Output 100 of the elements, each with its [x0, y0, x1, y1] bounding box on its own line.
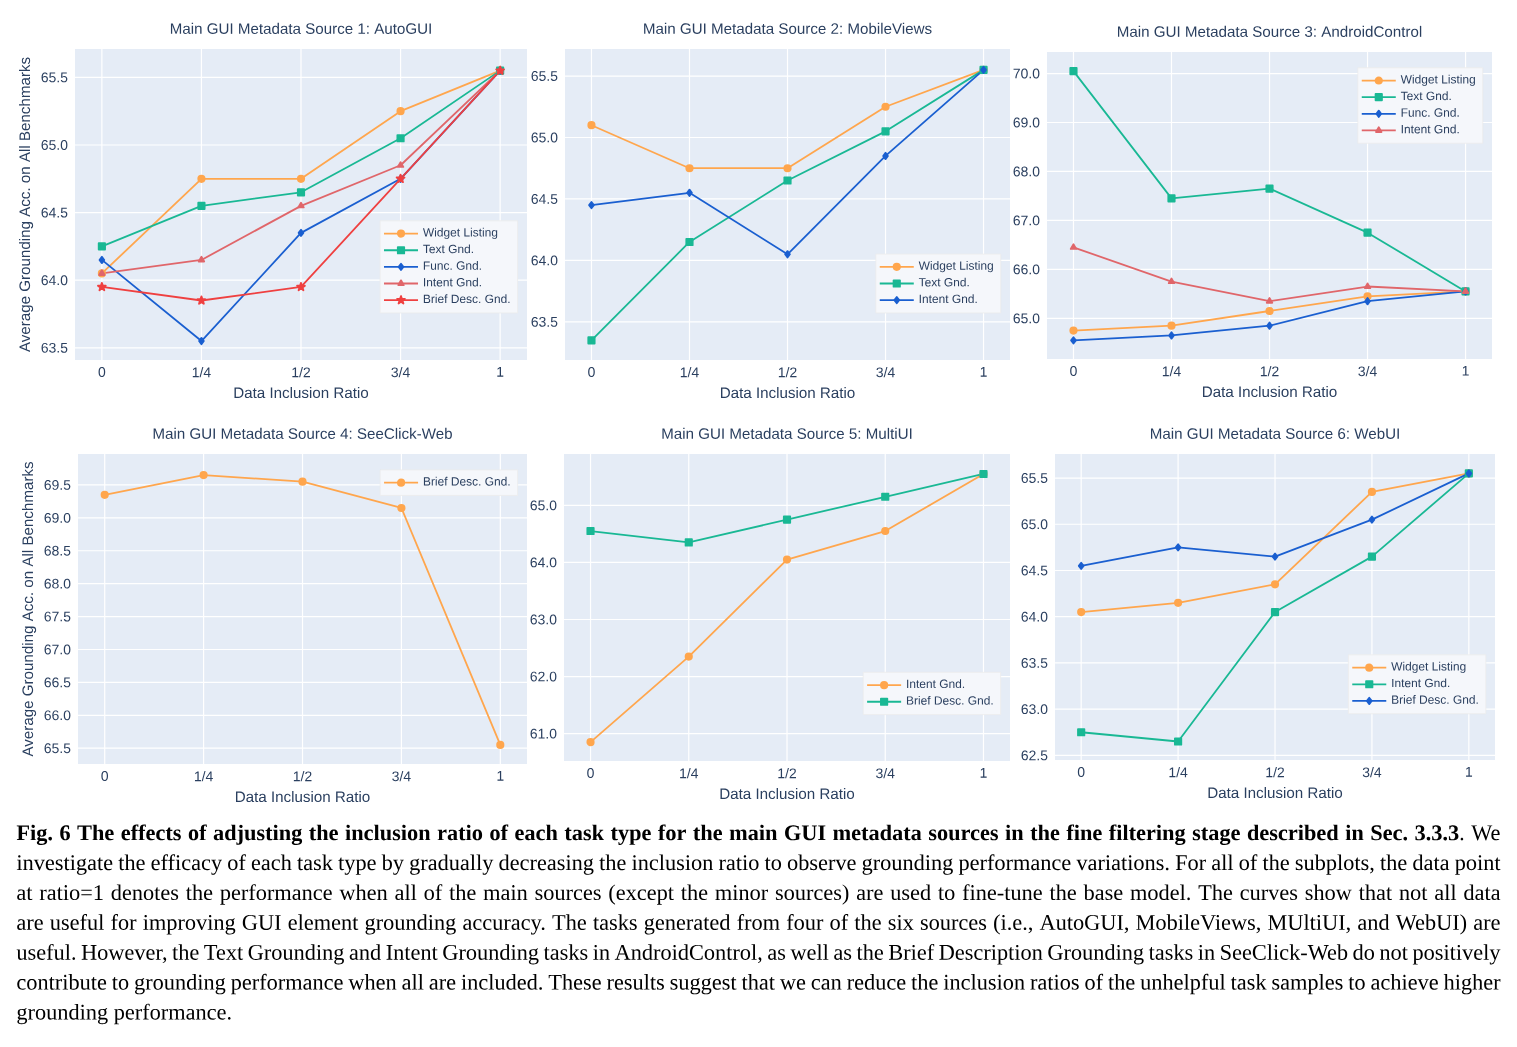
x-tick-label: 1 — [1466, 767, 1473, 777]
y-tick-label: 65.5 — [531, 71, 558, 81]
y-tick-label: 66.0 — [44, 710, 71, 721]
y-tick-label: 65.0 — [531, 132, 558, 143]
y-tick-label: 65.5 — [1021, 473, 1048, 483]
y-tick-label: 64.0 — [531, 255, 558, 266]
y-tick-label: 66.0 — [1013, 264, 1040, 275]
x-axis-title: Data Inclusion Ratio — [1208, 786, 1343, 799]
x-tick-label: 1/4 — [1169, 767, 1188, 778]
y-tick-label: 65.5 — [44, 743, 71, 754]
chart-title: Main GUI Metadata Source 1: AutoGUI — [170, 22, 431, 34]
x-tick-label: 3/4 — [876, 768, 895, 779]
y-tick-label: 65.5 — [41, 72, 68, 83]
y-tick-label: 65.0 — [1021, 519, 1048, 530]
legend-label: Widget Listing — [918, 261, 993, 273]
y-tick-label: 68.5 — [44, 545, 71, 556]
y-tick-label: 64.5 — [531, 194, 558, 204]
x-tick-label: 1/2 — [292, 367, 310, 378]
x-tick-label: 1 — [1462, 366, 1469, 376]
chart-title: Main GUI Metadata Source 2: MobileViews — [644, 22, 932, 34]
legend-label: Text Gnd. — [423, 244, 473, 254]
y-tick-label: 69.0 — [44, 512, 71, 523]
x-tick-label: 0 — [101, 771, 109, 781]
chart-title: Main GUI Metadata Source 4: SeeClick-Web — [153, 427, 452, 439]
x-tick-label: 1 — [980, 367, 987, 377]
x-tick-label: 3/4 — [1362, 767, 1382, 778]
x-tick-label: 3/4 — [1358, 366, 1377, 377]
legend-label: Widget Listing — [422, 227, 498, 239]
y-tick-label: 63.5 — [41, 342, 68, 353]
x-tick-label: 0 — [1070, 366, 1077, 376]
y-tick-label: 67.5 — [44, 611, 71, 622]
x-tick-label: 3/4 — [392, 771, 411, 782]
x-axis-title: Data Inclusion Ratio — [721, 386, 855, 399]
legend-label: Brief Desc. Gnd. — [423, 294, 510, 304]
y-tick-label: 68.0 — [44, 578, 71, 589]
legend-label: Intent Gnd. — [1392, 678, 1450, 688]
x-tick-label: 1/2 — [778, 367, 797, 378]
y-tick-label: 69.5 — [44, 480, 71, 490]
x-tick-label: 1 — [497, 367, 504, 377]
legend-label: Func. Gnd. — [1401, 107, 1459, 117]
legend-label: Intent Gnd. — [907, 679, 965, 689]
y-tick-label: 62.0 — [530, 671, 557, 682]
y-tick-label: 70.0 — [1013, 68, 1040, 79]
x-tick-label: 0 — [98, 367, 106, 377]
x-tick-label: 3/4 — [876, 367, 895, 378]
legend-label: Intent Gnd. — [919, 294, 977, 304]
chart-title: Main GUI Metadata Source 5: MultiUI — [662, 427, 912, 439]
x-tick-label: 1/4 — [1162, 366, 1181, 377]
y-tick-label: 64.5 — [1021, 565, 1048, 576]
y-tick-label: 65.0 — [41, 140, 68, 150]
y-axis-title: Average Grounding Acc. on All Benchmarks — [19, 57, 34, 353]
x-axis-title: Data Inclusion Ratio — [234, 386, 369, 399]
y-tick-label: 64.0 — [530, 557, 557, 568]
x-axis-title: Data Inclusion Ratio — [720, 787, 855, 800]
x-tick-label: 1/2 — [1260, 366, 1279, 377]
x-tick-label: 1/2 — [1266, 767, 1285, 778]
legend-label: Intent Gnd. — [423, 277, 481, 287]
x-tick-label: 1/2 — [778, 768, 797, 779]
y-tick-label: 63.0 — [530, 614, 557, 625]
legend-label: Widget Listing — [1400, 74, 1475, 86]
y-tick-label: 61.0 — [530, 728, 557, 739]
x-tick-label: 1/4 — [680, 768, 699, 779]
y-tick-label: 68.0 — [1013, 166, 1040, 177]
legend-label: Func. Gnd. — [423, 261, 481, 270]
x-axis-title: Data Inclusion Ratio — [1203, 385, 1337, 398]
x-tick-label: 0 — [587, 768, 594, 778]
y-tick-label: 69.0 — [1013, 117, 1040, 128]
legend-label: Widget Listing — [1391, 661, 1466, 673]
x-tick-label: 1/4 — [192, 367, 211, 378]
x-tick-label: 1 — [497, 771, 504, 781]
legend-label: Brief Desc. Gnd. — [423, 476, 510, 486]
legend-label: Brief Desc. Gnd. — [1392, 695, 1478, 704]
y-tick-label: 65.0 — [1013, 313, 1040, 324]
legend-label: Text Gnd. — [1400, 91, 1451, 101]
y-tick-label: 64.5 — [41, 207, 68, 218]
y-tick-label: 64.0 — [1021, 611, 1048, 622]
y-tick-label: 63.5 — [531, 316, 558, 327]
x-tick-label: 1 — [980, 768, 987, 778]
y-tick-label: 62.5 — [1021, 750, 1048, 761]
y-tick-label: 63.5 — [1021, 658, 1048, 668]
x-axis-title: Data Inclusion Ratio — [235, 790, 370, 803]
x-tick-label: 0 — [1077, 767, 1085, 777]
legend-label: Intent Gnd. — [1401, 124, 1459, 134]
y-tick-label: 66.5 — [44, 677, 71, 688]
x-tick-label: 3/4 — [391, 367, 410, 378]
x-tick-label: 1/2 — [293, 771, 312, 782]
chart-title: Main GUI Metadata Source 3: AndroidControl — [1117, 25, 1422, 37]
y-tick-label: 67.0 — [1013, 215, 1040, 226]
x-tick-label: 1/4 — [194, 771, 213, 782]
y-tick-label: 63.0 — [1021, 704, 1048, 715]
legend-label: Brief Desc. Gnd. — [906, 695, 993, 705]
legend-label: Text Gnd. — [918, 277, 969, 287]
y-tick-label: 65.0 — [530, 500, 557, 511]
x-tick-label: 0 — [588, 367, 595, 377]
chart-title: Main GUI Metadata Source 6: WebUI — [1151, 427, 1399, 439]
x-tick-label: 1/4 — [680, 367, 699, 378]
y-tick-label: 64.0 — [41, 275, 68, 286]
y-axis-title: Average Grounding Acc. on All Benchmarks — [22, 461, 37, 757]
text: Fig. 6 The effects of adjusting the inclusion ratio of each task type for the main GUI metadata sources in the fine filtering stage described in Sec. 3.3.3. We investigate the efficacy of each task type by gradually decreasing the inclusion ratio to observe grounding performance variations. For all of the subplots, the data point at ratio=1 denotes the performance when all of the main sources (except the minor sources) are used to fine-tune the base model. The curves show that not all data are useful for improving GUI element grounding accuracy. The tasks generated from four of the six sources (i.e., AutoGUI, MobileViews, MUltiUI, and WebUI) are useful. However, the Text Grounding and Intent Grounding tasks in AndroidControl, as well as the Brief Description Grounding tasks in SeeClick-Web do not positively contribute to grounding performance when all are included. These results suggest that we can reduce the inclusion ratios of the unhelpful task samples to achieve higher grounding performance. — [16, 824, 1501, 1025]
y-tick-label: 67.0 — [44, 644, 71, 655]
